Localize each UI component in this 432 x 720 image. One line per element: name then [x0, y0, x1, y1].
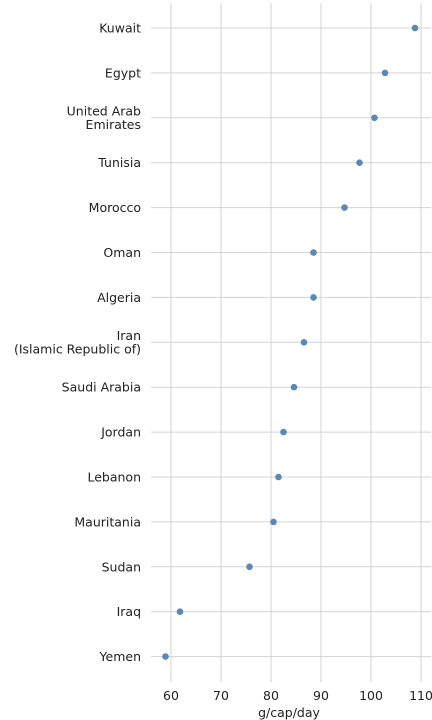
data-point [341, 204, 348, 211]
data-point [275, 473, 282, 481]
data-point [176, 608, 184, 615]
y-category-label: Lebanon [87, 470, 141, 485]
y-category-label: Egypt [105, 65, 141, 80]
y-category-label: Kuwait [99, 21, 141, 36]
data-point [246, 563, 253, 571]
x-axis-ticks: 60 70 80 90 100 110 [163, 688, 432, 703]
data-point [310, 249, 317, 256]
y-category-label: Sudan [102, 559, 141, 574]
y-category-label: Tunisia [97, 155, 141, 170]
data-point [371, 114, 378, 122]
data-point [310, 294, 317, 301]
data-point [300, 339, 308, 346]
data-points [162, 24, 419, 660]
y-category-label: Saudi Arabia [62, 380, 141, 395]
x-tick-label: 70 [213, 688, 229, 703]
x-tick-label: 80 [263, 688, 279, 703]
y-category-label: Mauritania [74, 514, 141, 529]
data-point [290, 383, 298, 391]
data-point [381, 69, 389, 77]
x-tick-label: 100 [359, 688, 383, 703]
country-labels: Kuwait Egypt United Arab Emirates Tunisia Mor… [14, 21, 141, 665]
data-point [280, 428, 287, 436]
data-point [162, 653, 169, 660]
y-category-label: Oman [103, 245, 141, 260]
grid-layer [151, 3, 431, 682]
x-tick-label: 60 [163, 688, 179, 703]
x-tick-label: 110 [409, 688, 432, 703]
data-point [411, 24, 419, 32]
x-tick-label: 90 [313, 688, 329, 703]
y-category-label: Iraq [117, 604, 141, 619]
x-axis-title: g/cap/day [258, 705, 320, 720]
y-category-label: Iran (Islamic Republic of) [14, 328, 141, 357]
data-point [356, 159, 363, 166]
y-category-label: United Arab Emirates [67, 104, 141, 133]
data-point [270, 518, 277, 526]
y-category-label: Algeria [97, 290, 141, 305]
y-category-label: Morocco [89, 200, 141, 215]
y-category-label: Yemen [99, 649, 141, 664]
y-category-label: Jordan [100, 425, 141, 440]
